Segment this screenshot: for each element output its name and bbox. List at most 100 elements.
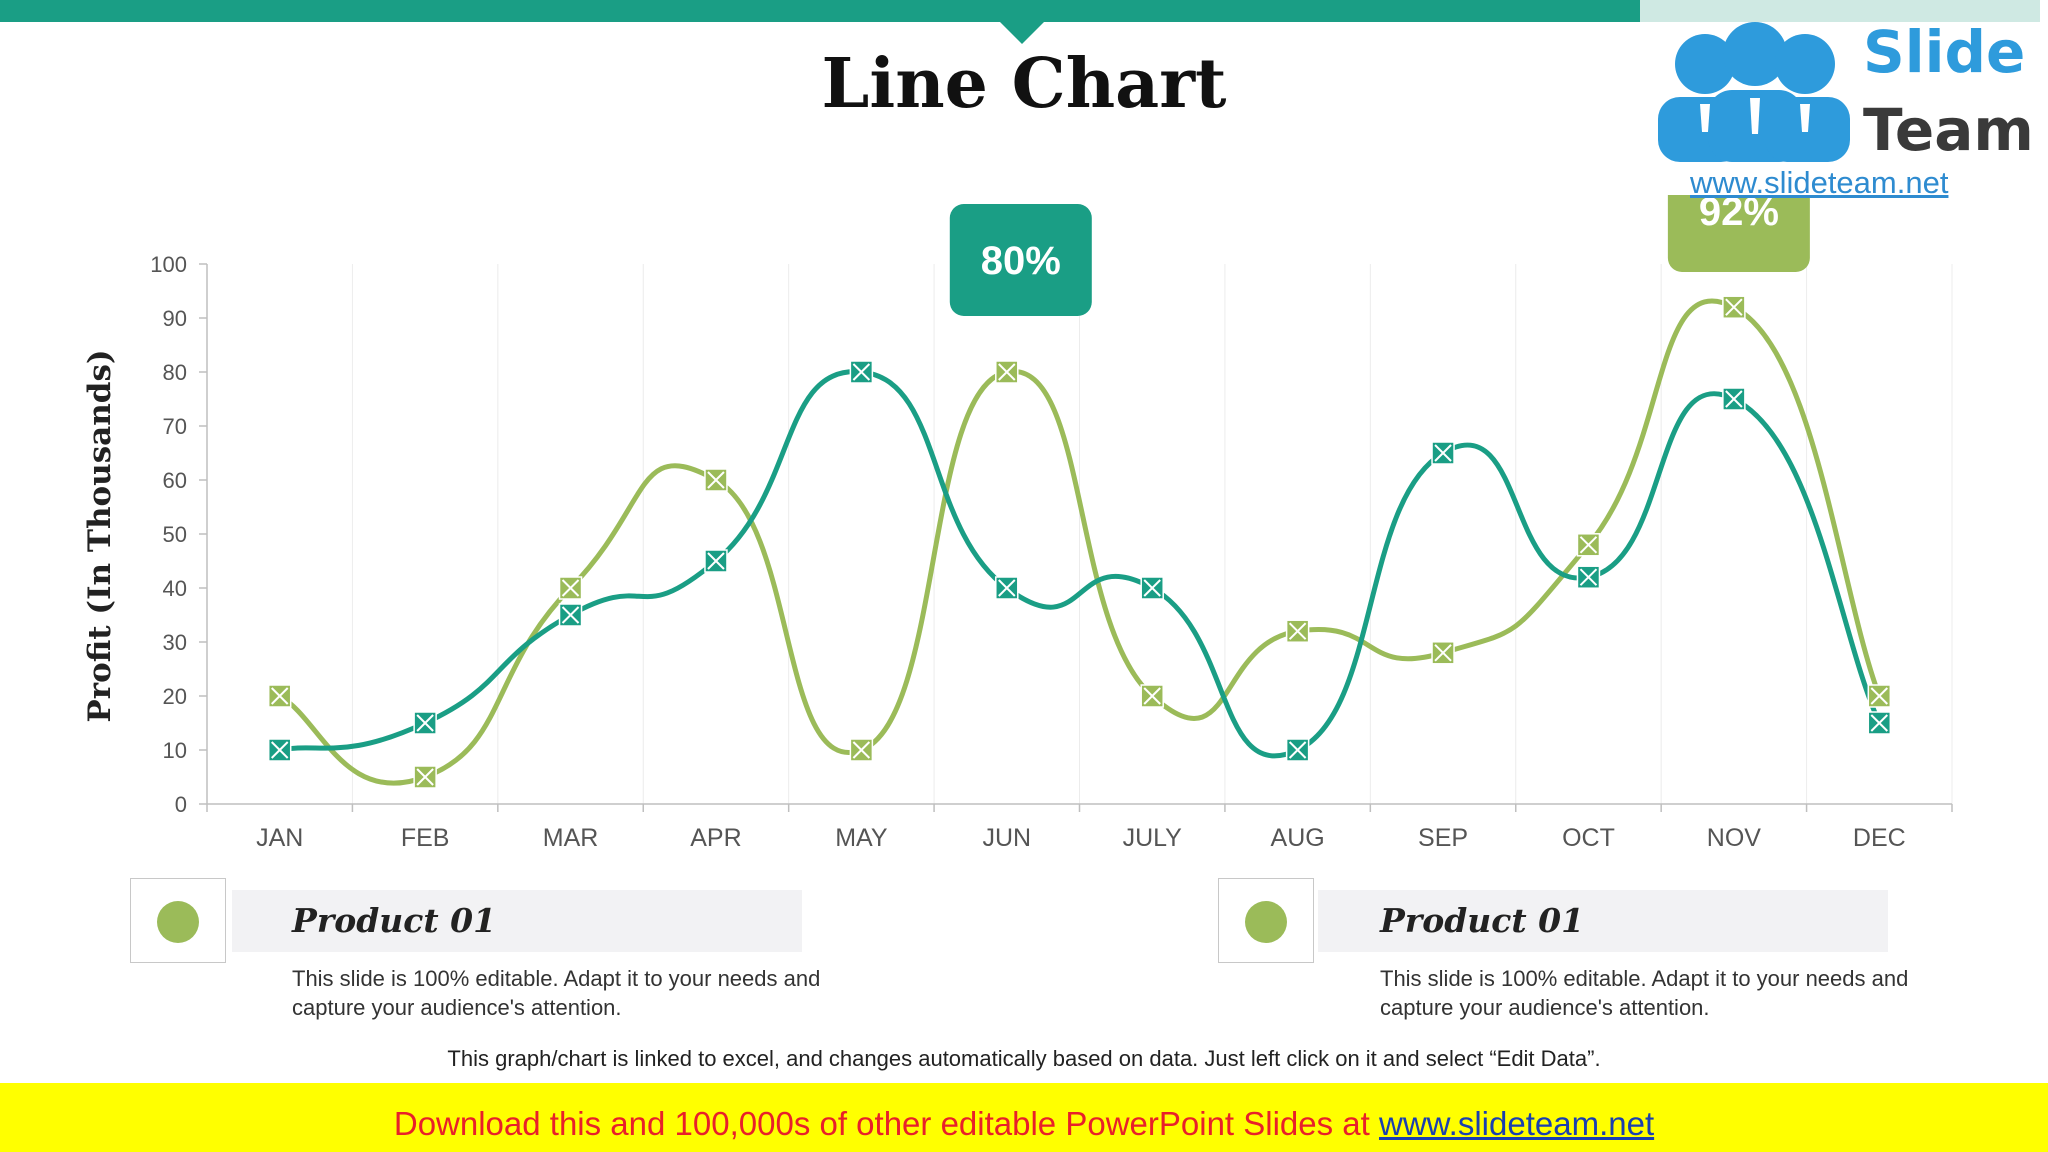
x-tick-label: SEP — [1418, 824, 1468, 852]
data-point-2 — [413, 765, 437, 789]
x-tick-label: JAN — [256, 824, 303, 852]
marker-cross — [1579, 568, 1598, 586]
data-point-2 — [1722, 295, 1746, 319]
legend-band-1 — [232, 890, 802, 952]
legend-name-2: Product 01 — [1380, 901, 1585, 940]
marker-cross — [852, 741, 871, 759]
callout-1: 80% — [949, 204, 1092, 316]
logo-top-strip — [1640, 0, 2040, 22]
marker-cross — [561, 579, 580, 597]
excel-link-note: This graph/chart is linked to excel, and… — [447, 1046, 1601, 1071]
y-tick-label: 70 — [163, 414, 187, 439]
line-chart: 0 10 20 30 40 50 60 70 80 90 100 JAN FEB MAR APR MAY JUN… — [82, 160, 1953, 852]
banner-message: Download this and 100,000s of other edit… — [393, 1105, 1379, 1142]
banner-link[interactable]: www.slideteam.net — [1379, 1105, 1655, 1142]
data-point-1 — [1431, 441, 1455, 465]
marker-cross — [1434, 444, 1452, 462]
data-point-2 — [849, 738, 874, 762]
data-point-1 — [1867, 711, 1892, 735]
data-point-2 — [267, 684, 292, 708]
x-tick-label: DEC — [1853, 824, 1906, 852]
data-point-2 — [704, 468, 728, 492]
marker-cross — [416, 714, 434, 732]
marker-cross — [1725, 390, 1743, 408]
legend-marker-box-2 — [1218, 878, 1314, 963]
data-point-2 — [1140, 684, 1164, 708]
download-banner: Download this and 100,000s of other edit… — [0, 1083, 2048, 1152]
x-tick-label: JUN — [982, 824, 1031, 852]
logo-word-team: Team — [1863, 96, 2034, 164]
people-icon — [1658, 22, 1850, 162]
data-point-2 — [558, 576, 583, 600]
data-point-1 — [1722, 387, 1746, 411]
y-axis-title: Profit (In Thousands) — [82, 349, 118, 722]
marker-cross — [1870, 687, 1888, 705]
data-point-1 — [1285, 738, 1310, 762]
x-tick-label: AUG — [1271, 824, 1325, 852]
data-point-2 — [995, 360, 1019, 384]
x-tick-label: JULY — [1123, 824, 1183, 852]
slide-title: Line Chart — [821, 44, 1227, 124]
data-point-1 — [267, 738, 292, 762]
x-tick-label: MAY — [835, 824, 888, 852]
marker-cross — [852, 363, 871, 381]
marker-cross — [1288, 622, 1307, 640]
marker-cross — [707, 471, 725, 489]
y-tick-label: 50 — [163, 522, 187, 547]
marker-cross — [998, 363, 1016, 381]
legend-marker-box-1 — [130, 878, 226, 963]
x-tick-label: NOV — [1707, 824, 1762, 852]
top-accent-notch — [1000, 22, 1044, 44]
legend-band-2 — [1318, 890, 1888, 952]
legend-name-1: Product 01 — [292, 901, 497, 940]
x-tick-label: APR — [690, 824, 741, 852]
legend-dot-1 — [157, 901, 199, 943]
marker-cross — [416, 768, 434, 786]
callout-label: 92% — [1699, 190, 1779, 234]
y-tick-label: 40 — [163, 576, 187, 601]
callout-box — [949, 204, 1092, 316]
top-accent-bar — [0, 0, 1640, 22]
marker-cross — [998, 579, 1016, 597]
data-point-1 — [413, 711, 437, 735]
marker-cross — [1143, 579, 1161, 597]
y-tick-label: 60 — [163, 468, 187, 493]
marker-cross — [561, 606, 580, 624]
legend-dot-2 — [1245, 901, 1287, 943]
marker-cross — [271, 687, 289, 705]
marker-cross — [1288, 741, 1307, 759]
data-point-2 — [1576, 533, 1601, 557]
slideteam-logo: Slide Team — [1640, 0, 2040, 195]
data-point-2 — [1285, 619, 1310, 643]
x-tick-label: OCT — [1562, 824, 1615, 852]
data-point-1 — [849, 360, 874, 384]
legend-description-2: This slide is 100% editable. Adapt it to… — [1380, 966, 1909, 1020]
y-tick-label: 30 — [163, 630, 187, 655]
marker-cross — [1870, 714, 1888, 732]
marker-cross — [1143, 687, 1161, 705]
y-tick-label: 10 — [163, 738, 187, 763]
data-point-1 — [704, 549, 728, 573]
y-tick-label: 80 — [163, 360, 187, 385]
data-point-2 — [1867, 684, 1892, 708]
data-point-1 — [1140, 576, 1164, 600]
y-tick-label: 90 — [163, 306, 187, 331]
logo-url-link[interactable]: www.slideteam.net — [1690, 165, 1949, 200]
data-point-1 — [995, 576, 1019, 600]
x-tick-label: FEB — [401, 824, 450, 852]
y-tick-label: 100 — [150, 252, 187, 277]
marker-cross — [1579, 536, 1598, 554]
banner-text: Download this and 100,000s of other edit… — [0, 1083, 2048, 1152]
data-point-2 — [1431, 641, 1455, 665]
y-tick-label: 0 — [175, 792, 187, 817]
callout-label: 80% — [981, 239, 1061, 283]
marker-cross — [707, 552, 725, 570]
logo-word-slide: Slide — [1863, 18, 2026, 86]
legend-description-1: This slide is 100% editable. Adapt it to… — [292, 966, 821, 1020]
marker-cross — [271, 741, 289, 759]
marker-cross — [1725, 298, 1743, 316]
y-tick-label: 20 — [163, 684, 187, 709]
marker-cross — [1434, 644, 1452, 662]
data-point-1 — [1576, 565, 1601, 589]
data-point-1 — [558, 603, 583, 627]
